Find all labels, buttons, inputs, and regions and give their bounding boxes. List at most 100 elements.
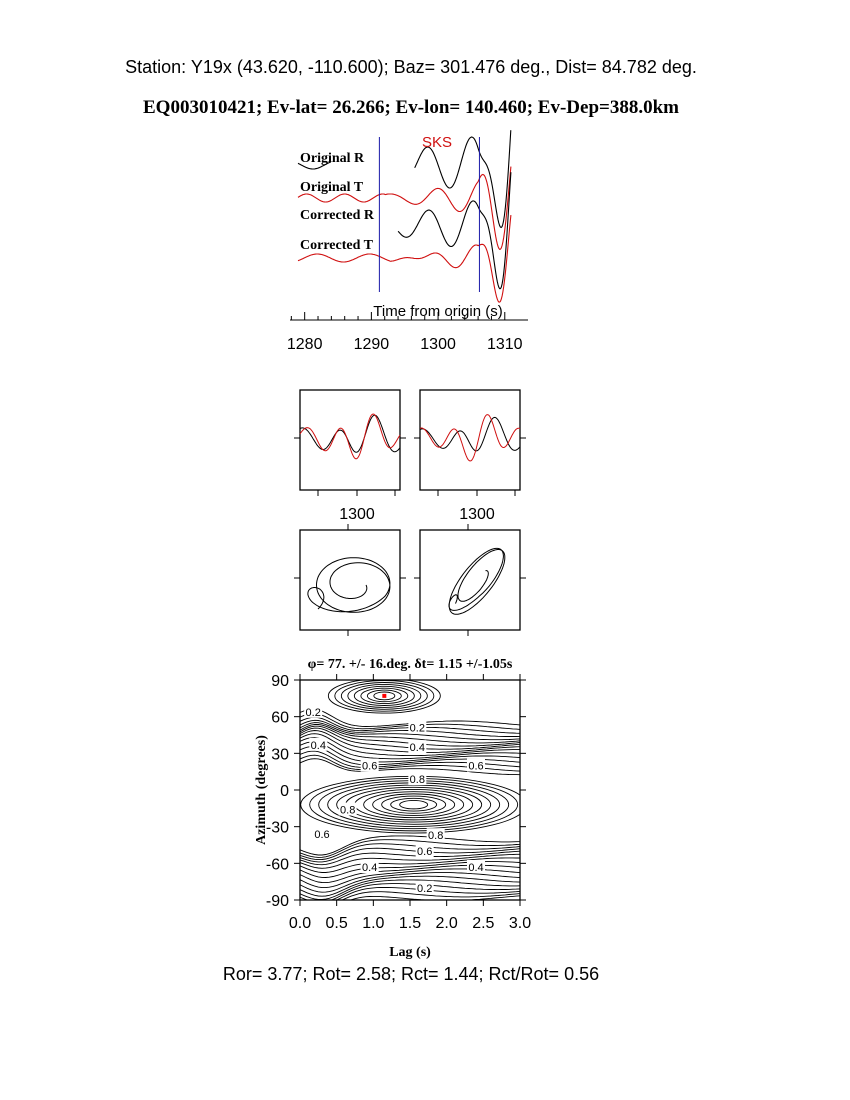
contour-x-tick-label: 1.5 bbox=[399, 915, 421, 932]
legend-corrected-r: Corrected R bbox=[300, 208, 375, 223]
contour-y-tick-label: -30 bbox=[266, 820, 289, 837]
contour-title: φ= 77. +/- 16.deg. δt= 1.15 +/-1.05s bbox=[308, 657, 513, 672]
contour-label: 0.4 bbox=[311, 740, 326, 752]
contour-line bbox=[300, 722, 520, 741]
contour-label: 0.8 bbox=[410, 774, 425, 786]
contour-line bbox=[347, 683, 422, 708]
waveform-traces bbox=[297, 130, 512, 303]
contour-x-tick-label: 2.5 bbox=[472, 915, 494, 932]
waveform-panels: 1300 1300 bbox=[294, 389, 526, 523]
contour-x-tick-label: 2.0 bbox=[436, 915, 458, 932]
time-tick-label: 1300 bbox=[420, 336, 456, 353]
time-tick-label: 1310 bbox=[487, 336, 523, 353]
contour-label-bg bbox=[304, 704, 323, 718]
contour-line bbox=[300, 853, 520, 869]
contour-line bbox=[300, 758, 520, 776]
contour-label-bg bbox=[415, 844, 434, 858]
contour-line bbox=[366, 689, 402, 703]
contour-label-bg bbox=[467, 758, 485, 772]
contour-line bbox=[336, 784, 492, 825]
contour-label-bg bbox=[415, 880, 434, 894]
contour-label: 0.8 bbox=[340, 805, 355, 817]
contour-line bbox=[300, 746, 520, 766]
contour-line bbox=[300, 750, 520, 768]
waveform-r-corrected bbox=[419, 416, 521, 452]
waveform-tick-label: 1300 bbox=[339, 506, 375, 523]
time-tick-label: 1290 bbox=[354, 336, 390, 353]
waveform-panel-original bbox=[299, 389, 401, 491]
contour-x-tick-label: 1.0 bbox=[362, 915, 384, 932]
contour-label: 0.6 bbox=[314, 829, 329, 841]
contour-line bbox=[300, 737, 520, 760]
contour-line bbox=[300, 835, 520, 856]
contour-line bbox=[300, 733, 520, 757]
contour-label-bg bbox=[338, 802, 357, 816]
contour-line bbox=[300, 872, 520, 893]
contour-label: 0.6 bbox=[362, 761, 377, 773]
particle-motion-panel bbox=[299, 529, 401, 631]
contour-line bbox=[360, 687, 409, 705]
trace-original-t bbox=[297, 166, 512, 251]
particle-motion-panel bbox=[419, 529, 521, 631]
waveform-r-original bbox=[299, 414, 401, 453]
contour-line bbox=[300, 868, 520, 889]
particle-motion-path bbox=[307, 557, 391, 613]
contour-label-bg bbox=[360, 860, 379, 873]
contour-line bbox=[372, 793, 456, 816]
contour-y-tick-label: 30 bbox=[271, 746, 289, 763]
contour-line bbox=[363, 791, 465, 819]
contour-x-tick-label: 3.0 bbox=[509, 915, 531, 932]
contour-label: 0.6 bbox=[417, 846, 432, 858]
contour-line bbox=[381, 795, 447, 814]
contour-line bbox=[300, 857, 520, 873]
legend-original-t: Original T bbox=[300, 180, 364, 195]
contour-line bbox=[300, 843, 520, 861]
station-info: Station: Y19x (43.620, -110.600); Baz= 3… bbox=[125, 57, 697, 77]
contour-label: 0.8 bbox=[428, 830, 443, 842]
contour-label-bg bbox=[426, 828, 445, 842]
contour-line bbox=[300, 887, 520, 900]
contour-line bbox=[341, 891, 520, 900]
contour-label: 0.6 bbox=[468, 761, 483, 773]
time-tick-label: 1280 bbox=[287, 336, 323, 353]
contour-label: 0.4 bbox=[362, 862, 377, 874]
time-axis: 1280 1290 1300 1310 bbox=[287, 312, 528, 353]
contour-y-tick-label: 60 bbox=[271, 710, 289, 727]
contour-line bbox=[390, 797, 438, 812]
contour-lines: 0.2 0.2 0.4 0.4 0.6 0.6 0.8 0.8 0.6 0.8 0.6 0.4 0.4 0… bbox=[300, 680, 520, 900]
contour-y-tick-label: -60 bbox=[266, 856, 289, 873]
particle-motion-path bbox=[448, 547, 506, 615]
contour-line bbox=[399, 800, 429, 810]
contour-label-bg bbox=[408, 720, 427, 734]
contour-label-bg bbox=[309, 737, 328, 751]
contour-label-bg bbox=[313, 827, 331, 840]
contour-label: 0.4 bbox=[410, 742, 425, 754]
contour-axes: 0.0 0.5 1.0 1.5 2.0 2.5 3.0 90 60 30 0 -30 -60 -90 bbox=[266, 673, 531, 932]
contour-label-bg bbox=[360, 758, 379, 772]
waveform-t-original bbox=[299, 413, 401, 460]
contour-line bbox=[300, 724, 520, 744]
contour-line bbox=[300, 861, 520, 878]
contour-plot: 0.2 0.2 0.4 0.4 0.6 0.6 0.8 0.8 0.6 0.8 0.6 0.4 0.4 0… bbox=[300, 680, 520, 900]
contour-x-tick-label: 0.0 bbox=[289, 915, 311, 932]
particle-motion-panels bbox=[294, 524, 526, 636]
trace-original-r-lead bbox=[297, 161, 331, 170]
contour-label-bg bbox=[467, 860, 485, 873]
trace-corrected-r bbox=[397, 172, 512, 290]
contour-line bbox=[300, 850, 520, 866]
contour-label: 0.2 bbox=[417, 883, 432, 895]
energy-ratios: Ror= 3.77; Rot= 2.58; Rct= 1.44; Rct/Rot… bbox=[222, 964, 600, 984]
contour-label-bg bbox=[408, 740, 427, 754]
contour-line bbox=[300, 864, 520, 884]
contour-line bbox=[300, 847, 520, 863]
contour-line bbox=[345, 786, 483, 823]
trace-corrected-t bbox=[297, 215, 512, 303]
contour-label: 0.2 bbox=[306, 707, 321, 719]
waveform-tick-label: 1300 bbox=[459, 506, 495, 523]
contour-x-tick-label: 0.5 bbox=[326, 915, 348, 932]
contour-line bbox=[300, 839, 520, 858]
contour-y-tick-label: -90 bbox=[266, 893, 289, 910]
contour-y-tick-label: 90 bbox=[271, 673, 289, 690]
waveform-t-corrected bbox=[419, 414, 521, 462]
